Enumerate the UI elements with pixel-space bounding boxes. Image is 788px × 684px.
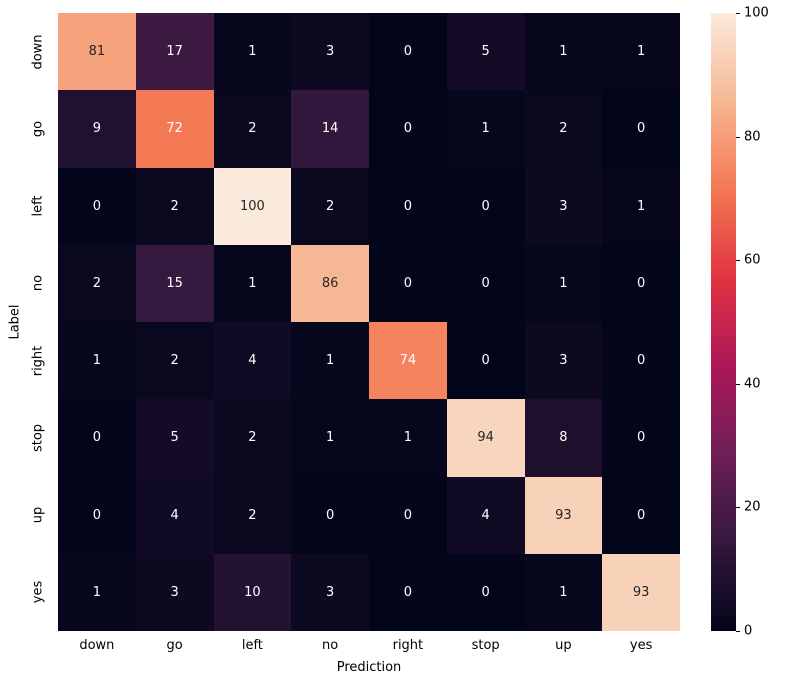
y-tick-label-go: go (30, 120, 46, 137)
heatmap-cell: 0 (446, 322, 525, 400)
heatmap-cell: 1 (602, 167, 680, 245)
heatmap-cell: 2 (135, 167, 214, 245)
heatmap-cell: 0 (369, 167, 447, 245)
heatmap-cell: 0 (291, 476, 369, 554)
heatmap-cell: 0 (369, 244, 447, 322)
heatmap-cell: 93 (602, 553, 680, 631)
colorbar-tick-mark (736, 260, 740, 262)
heatmap-cell: 0 (369, 553, 447, 631)
heatmap-cell: 3 (291, 553, 369, 631)
y-tick-label-stop: stop (30, 423, 46, 452)
x-tick-label-down: down (79, 638, 115, 653)
heatmap-cell: 1 (602, 13, 680, 91)
heatmap-cell: 1 (524, 13, 603, 91)
heatmap-cell: 2 (58, 244, 136, 322)
heatmap-cell: 0 (369, 13, 447, 91)
heatmap-cell: 1 (524, 553, 603, 631)
y-axis-title: Label (7, 304, 23, 340)
heatmap-cell: 4 (135, 476, 214, 554)
heatmap-cell: 74 (369, 322, 447, 400)
x-tick-label-stop: stop (471, 638, 500, 653)
heatmap-cell: 3 (524, 167, 603, 245)
x-tick-label-yes: yes (629, 638, 653, 653)
heatmap-cell: 1 (58, 553, 136, 631)
heatmap-grid: 81 17 1 3 0 5 1 1 9 72 2 14 0 1 2 0 0 2 100 2 0 0 3 1 2 15 1 86 0 0 1 0… (58, 13, 680, 631)
y-tick-label-down: down (30, 34, 46, 70)
heatmap-cell: 94 (446, 399, 525, 477)
heatmap-cell: 15 (135, 244, 214, 322)
heatmap-cell: 14 (291, 90, 369, 168)
heatmap-cell: 1 (524, 244, 603, 322)
x-tick-label-go: go (166, 638, 183, 653)
y-tick-label-no: no (30, 275, 46, 292)
heatmap-cell: 1 (58, 322, 136, 400)
heatmap-cell: 2 (213, 476, 292, 554)
heatmap-cell: 5 (446, 13, 525, 91)
heatmap-cell: 0 (58, 476, 136, 554)
colorbar-tick-label-40: 40 (744, 376, 761, 392)
colorbar-tick-label-100: 100 (744, 5, 769, 21)
heatmap-cell: 0 (602, 322, 680, 400)
colorbar-tick-mark (736, 383, 740, 385)
heatmap-cell: 3 (524, 322, 603, 400)
heatmap-cell: 2 (524, 90, 603, 168)
heatmap-cell: 3 (135, 553, 214, 631)
heatmap-cell: 1 (213, 244, 292, 322)
x-tick-label-up: up (555, 638, 572, 653)
heatmap-cell: 0 (446, 244, 525, 322)
colorbar (711, 13, 736, 631)
heatmap-cell: 100 (213, 167, 292, 245)
heatmap-cell: 17 (135, 13, 214, 91)
heatmap-cell: 1 (291, 322, 369, 400)
heatmap-cell: 72 (135, 90, 214, 168)
heatmap-cell: 4 (213, 322, 292, 400)
heatmap-cell: 3 (291, 13, 369, 91)
colorbar-tick-mark (736, 631, 740, 632)
x-tick-label-left: left (241, 638, 263, 653)
heatmap-cell: 0 (58, 167, 136, 245)
x-axis-title: Prediction (336, 660, 402, 675)
heatmap-cell: 0 (369, 476, 447, 554)
heatmap-cell: 10 (213, 553, 292, 631)
heatmap-cell: 0 (602, 476, 680, 554)
heatmap-cell: 2 (135, 322, 214, 400)
heatmap-cell: 2 (213, 90, 292, 168)
heatmap-cell: 0 (58, 399, 136, 477)
y-tick-label-up: up (30, 506, 46, 524)
heatmap-cell: 81 (58, 13, 136, 91)
x-tick-label-right: right (392, 638, 424, 653)
colorbar-tick-mark (736, 13, 740, 14)
y-tick-label-right: right (30, 345, 46, 376)
colorbar-tick-label-0: 0 (744, 623, 753, 639)
heatmap-cell: 4 (446, 476, 525, 554)
heatmap-cell: 2 (213, 399, 292, 477)
colorbar-tick-mark (736, 136, 740, 138)
heatmap-cell: 2 (291, 167, 369, 245)
heatmap-cell: 9 (58, 90, 136, 168)
heatmap-cell: 86 (291, 244, 369, 322)
heatmap-cell: 0 (446, 553, 525, 631)
heatmap-cell: 0 (446, 167, 525, 245)
heatmap-cell: 5 (135, 399, 214, 477)
colorbar-tick-label-20: 20 (744, 499, 761, 515)
heatmap-cell: 1 (213, 13, 292, 91)
colorbar-tick-label-60: 60 (744, 252, 761, 268)
heatmap-cell: 1 (369, 399, 447, 477)
y-tick-label-yes: yes (30, 581, 46, 604)
heatmap-cell: 0 (602, 399, 680, 477)
y-tick-label-left: left (30, 195, 46, 217)
heatmap-cell: 1 (291, 399, 369, 477)
heatmap-cell: 1 (446, 90, 525, 168)
colorbar-tick-label-80: 80 (744, 129, 761, 145)
x-tick-label-no: no (322, 638, 339, 653)
colorbar-tick-mark (736, 507, 740, 509)
heatmap-cell: 0 (602, 244, 680, 322)
heatmap-cell: 0 (369, 90, 447, 168)
heatmap-cell: 0 (602, 90, 680, 168)
heatmap-cell: 93 (524, 476, 603, 554)
heatmap-cell: 8 (524, 399, 603, 477)
